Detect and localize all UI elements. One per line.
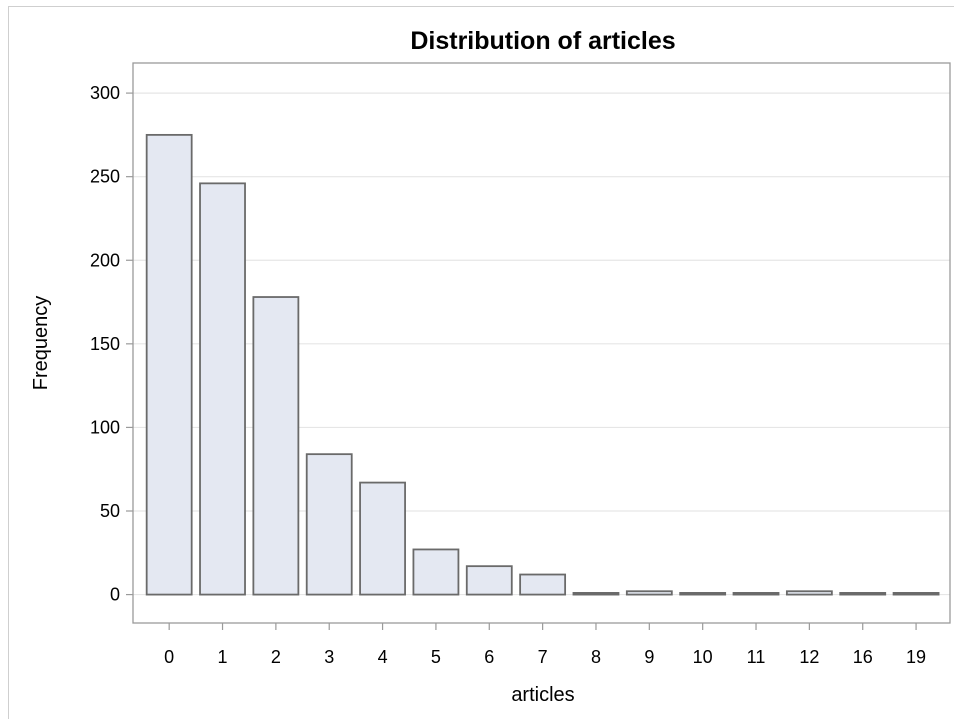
bar xyxy=(519,573,567,596)
x-tick-label: 6 xyxy=(484,647,494,667)
bar xyxy=(679,592,727,596)
bar xyxy=(199,182,246,596)
bar xyxy=(359,481,406,596)
plot-area-border xyxy=(132,62,951,624)
y-axis-ticks: 0 50 100 150 200 250 300 xyxy=(90,83,133,605)
y-tick-label: 150 xyxy=(90,334,120,354)
x-tick-label: 7 xyxy=(538,647,548,667)
bar xyxy=(572,592,620,596)
bar xyxy=(305,453,353,596)
chart-title: Distribution of articles xyxy=(410,27,675,55)
y-tick-label: 200 xyxy=(90,250,120,270)
x-tick-label: 8 xyxy=(591,647,601,667)
x-tick-label: 0 xyxy=(164,647,174,667)
bar xyxy=(732,592,780,596)
bar xyxy=(892,592,940,596)
x-tick-label: 9 xyxy=(644,647,654,667)
x-tick-label: 1 xyxy=(218,647,228,667)
bar xyxy=(839,592,887,596)
x-tick-label: 2 xyxy=(271,647,281,667)
x-tick-label: 19 xyxy=(906,647,926,667)
x-tick-label: 16 xyxy=(853,647,873,667)
chart-frame xyxy=(8,6,954,719)
y-tick-label: 300 xyxy=(90,83,120,103)
y-tick-label: 250 xyxy=(90,167,120,187)
x-tick-label: 12 xyxy=(799,647,819,667)
x-tick-label: 10 xyxy=(693,647,713,667)
bar xyxy=(785,590,833,596)
bar xyxy=(145,133,193,596)
bar xyxy=(625,590,673,596)
y-tick-label: 0 xyxy=(110,585,120,605)
x-tick-label: 4 xyxy=(378,647,388,667)
bar xyxy=(412,548,460,596)
bars xyxy=(145,133,940,596)
x-axis-label: articles xyxy=(511,684,574,706)
x-axis-ticks: 0 1 2 3 4 5 6 7 8 9 10 11 12 16 19 xyxy=(164,623,926,667)
y-tick-label: 100 xyxy=(90,417,120,437)
x-tick-label: 3 xyxy=(324,647,334,667)
x-tick-label: 5 xyxy=(431,647,441,667)
y-axis-label: Frequency xyxy=(30,296,52,391)
bar xyxy=(252,296,300,596)
y-tick-label: 50 xyxy=(100,501,120,521)
x-tick-label: 11 xyxy=(747,647,766,667)
bar xyxy=(465,565,513,596)
